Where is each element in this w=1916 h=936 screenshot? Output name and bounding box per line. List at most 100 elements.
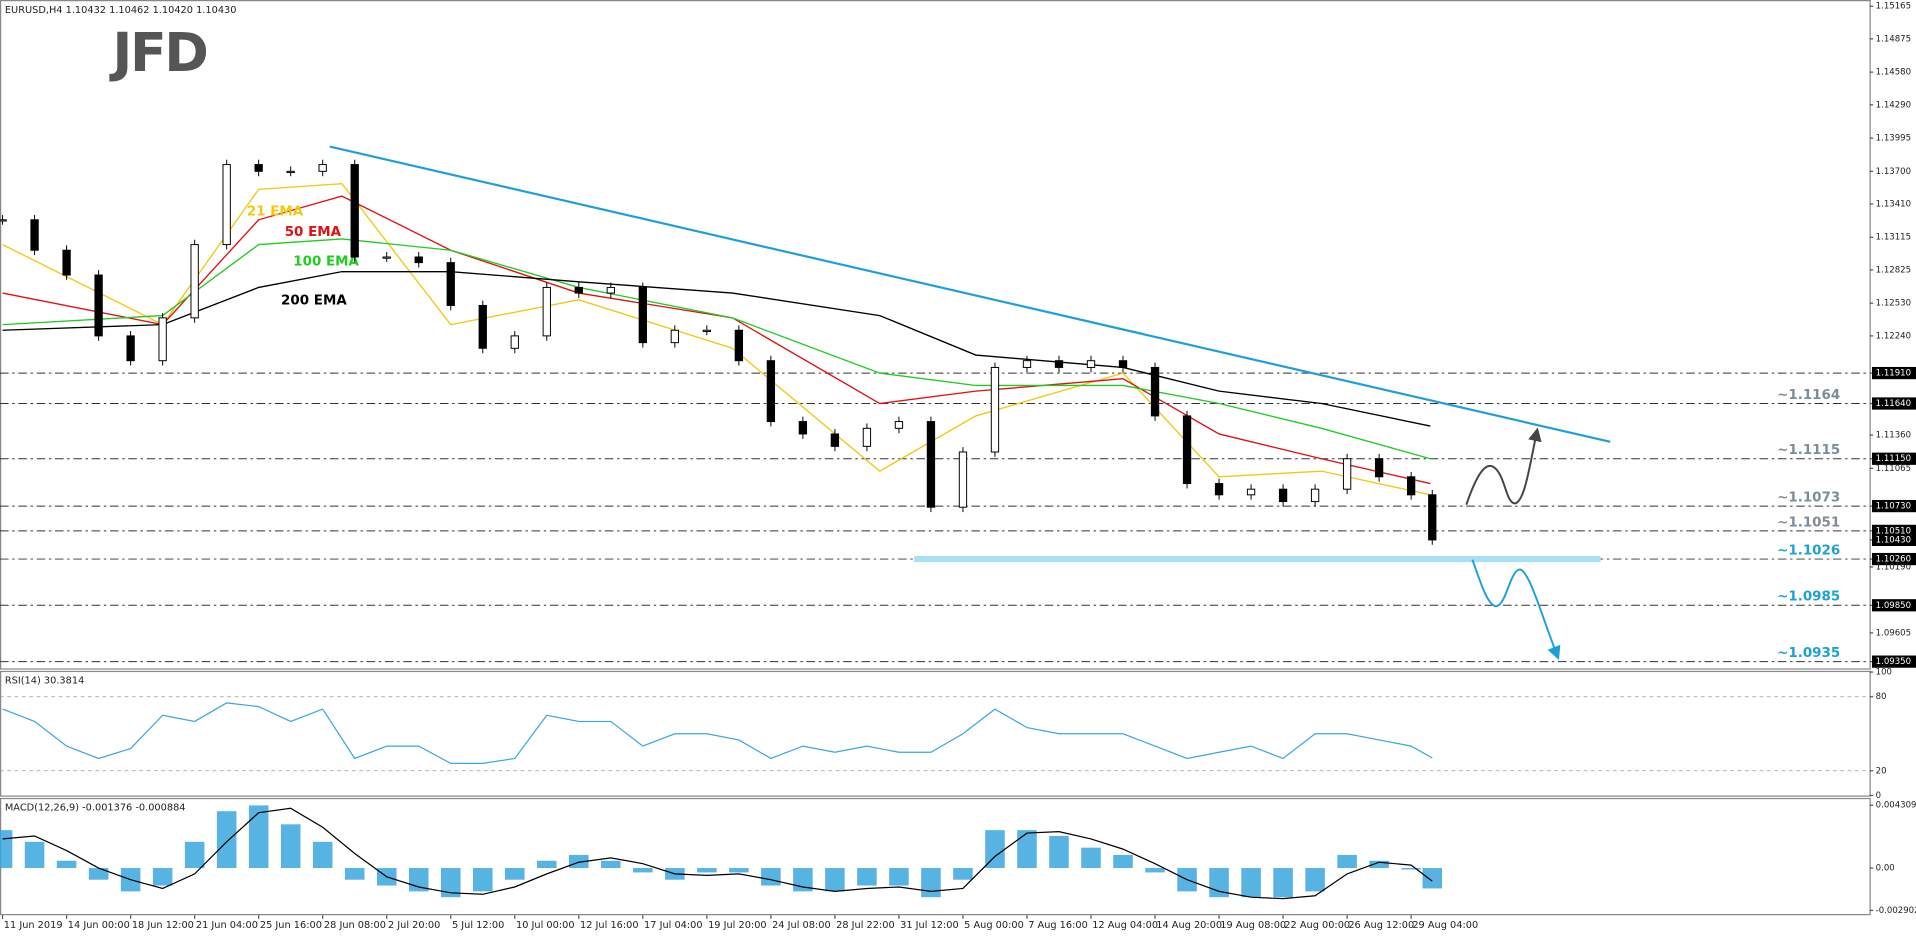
y-tick-label: 1.09350 bbox=[1876, 657, 1911, 667]
candle bbox=[62, 249, 71, 276]
y-tick-label: 1.10510 bbox=[1876, 526, 1911, 536]
macd-bar bbox=[889, 868, 909, 886]
candle bbox=[1118, 360, 1128, 368]
macd-bar bbox=[569, 854, 589, 869]
candle bbox=[350, 164, 359, 258]
candle bbox=[126, 335, 135, 362]
macd-bar bbox=[825, 868, 845, 892]
macd-bar bbox=[1305, 868, 1325, 892]
logo: JFD bbox=[108, 21, 206, 84]
x-tick-label: 12 Jul 16:00 bbox=[580, 920, 639, 931]
price-badge bbox=[1872, 533, 1916, 547]
legend-label: 200 EMA bbox=[281, 294, 347, 309]
x-tick-label: 18 Jun 12:00 bbox=[132, 920, 194, 931]
y-tick-label: 1.11150 bbox=[1876, 454, 1911, 464]
x-tick-label: 28 Jul 22:00 bbox=[836, 920, 895, 931]
y-tick-label: 1.11065 bbox=[1876, 464, 1911, 474]
x-tick-label: 12 Aug 04:00 bbox=[1092, 920, 1158, 931]
macd-bar bbox=[344, 868, 365, 880]
macd-bar bbox=[152, 868, 173, 886]
macd-bar bbox=[921, 868, 941, 898]
y-tick-label: 1.10430 bbox=[1876, 535, 1911, 545]
macd-bar bbox=[56, 860, 77, 869]
macd-title: MACD(12,26,9) -0.001376 -0.000884 bbox=[5, 803, 186, 814]
y-tick-label: 0.00 bbox=[1876, 864, 1895, 874]
candle bbox=[670, 329, 679, 344]
level-label: ~1.1051 bbox=[1777, 515, 1840, 530]
candle bbox=[542, 286, 551, 337]
candle bbox=[254, 164, 263, 172]
level-label: ~1.1164 bbox=[1777, 388, 1840, 403]
x-tick-label: 25 Jun 16:00 bbox=[260, 920, 322, 931]
x-tick-label: 29 Aug 04:00 bbox=[1412, 920, 1478, 931]
x-tick-label: 22 Aug 00:00 bbox=[1284, 920, 1350, 931]
symbol-header: EURUSD,H4 1.10432 1.10462 1.10420 1.1043… bbox=[5, 5, 237, 16]
candle bbox=[318, 164, 327, 172]
x-tick-label: 5 Aug 00:00 bbox=[964, 920, 1024, 931]
candle bbox=[734, 329, 744, 362]
macd-bar bbox=[1145, 868, 1165, 873]
x-tick-label: 19 Aug 08:00 bbox=[1220, 920, 1286, 931]
macd-bar bbox=[440, 868, 461, 898]
legend-label: 50 EMA bbox=[285, 225, 342, 240]
macd-bar bbox=[857, 868, 877, 886]
price-badge bbox=[1872, 366, 1916, 380]
candle bbox=[958, 451, 968, 508]
macd-bar bbox=[312, 841, 333, 869]
y-tick-label: 80 bbox=[1876, 692, 1887, 702]
candle bbox=[222, 164, 231, 246]
x-tick-label: 31 Jul 12:00 bbox=[900, 920, 959, 931]
ema-line bbox=[2, 183, 1431, 496]
macd-bar bbox=[761, 868, 781, 886]
y-tick-label: 1.11910 bbox=[1876, 369, 1911, 379]
macd-bar bbox=[697, 868, 717, 873]
macd-bar bbox=[24, 841, 45, 869]
candle bbox=[1278, 488, 1288, 503]
signal-line bbox=[2, 807, 1433, 900]
y-tick-label: 1.13700 bbox=[1876, 167, 1911, 177]
price-badge bbox=[1872, 552, 1916, 566]
macd-bar bbox=[1337, 854, 1357, 869]
x-tick-label: 24 Jul 08:00 bbox=[772, 920, 831, 931]
support-zone bbox=[914, 556, 1601, 563]
candle bbox=[94, 274, 103, 337]
y-tick-label: 1.12240 bbox=[1876, 331, 1911, 341]
candle bbox=[862, 427, 872, 447]
candle bbox=[1150, 366, 1160, 417]
y-tick-label: 1.12530 bbox=[1876, 299, 1911, 309]
macd-bar bbox=[280, 824, 301, 869]
price-panel bbox=[0, 0, 1871, 670]
candle bbox=[574, 286, 583, 294]
ema-line bbox=[2, 238, 1431, 460]
rsi-line bbox=[2, 702, 1433, 765]
y-tick-label: -0.002902 bbox=[1876, 906, 1916, 916]
y-tick-label: 1.09850 bbox=[1876, 601, 1911, 611]
macd-bar bbox=[1017, 830, 1037, 869]
candle bbox=[1246, 488, 1256, 496]
y-tick-label: 0.004309 bbox=[1876, 801, 1916, 811]
macd-bar bbox=[1369, 860, 1389, 869]
rsi-title: RSI(14) 30.3814 bbox=[5, 676, 84, 687]
candle bbox=[926, 421, 936, 508]
candle bbox=[510, 335, 519, 349]
candle bbox=[894, 421, 904, 429]
y-tick-label: 20 bbox=[1876, 766, 1887, 776]
x-tick-label: 14 Aug 20:00 bbox=[1156, 920, 1222, 931]
candle bbox=[1214, 483, 1224, 496]
trend-line bbox=[329, 145, 1611, 443]
candle bbox=[830, 433, 840, 447]
x-tick-label: 2 Jul 20:00 bbox=[388, 920, 440, 931]
scenario-arrow-down bbox=[1471, 559, 1561, 660]
y-tick-label: 1.13995 bbox=[1876, 134, 1911, 144]
candle bbox=[1054, 360, 1064, 368]
y-tick-label: 1.14580 bbox=[1876, 68, 1911, 78]
macd-bar bbox=[1422, 868, 1443, 889]
x-tick-label: 26 Aug 12:00 bbox=[1348, 920, 1414, 931]
ema-line bbox=[2, 270, 1431, 427]
candle bbox=[1342, 458, 1352, 490]
macd-bar bbox=[601, 860, 621, 869]
